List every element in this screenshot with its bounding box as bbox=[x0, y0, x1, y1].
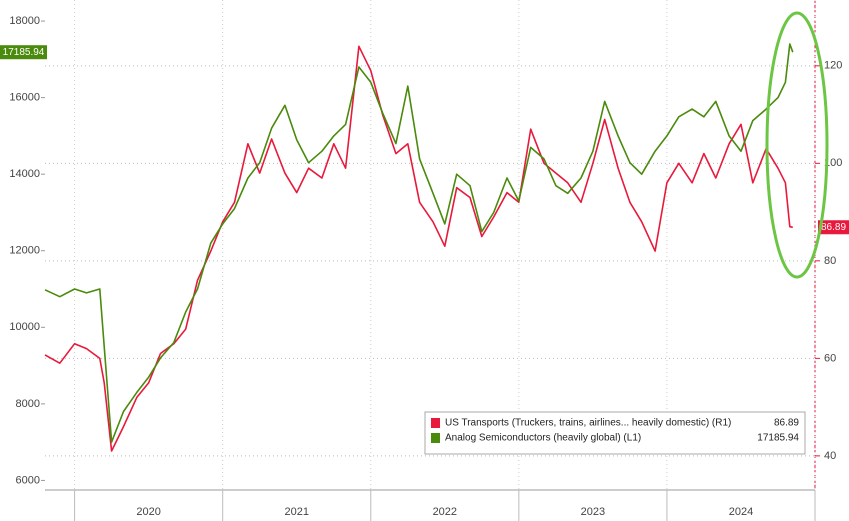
y-tick-label: 8000 bbox=[16, 398, 40, 410]
legend: US Transports (Truckers, trains, airline… bbox=[424, 411, 806, 455]
highlight-ellipse bbox=[765, 11, 829, 279]
legend-value: 17185.94 bbox=[757, 433, 799, 444]
series-line bbox=[44, 45, 793, 452]
y2-tick-label: 80 bbox=[824, 255, 836, 267]
y2-tick-label: 100 bbox=[824, 157, 842, 169]
x-tick-label: 2023 bbox=[581, 506, 605, 518]
y-tick-label: 6000 bbox=[16, 474, 40, 486]
x-tick-label: 2021 bbox=[284, 506, 308, 518]
last-value-badge bbox=[0, 45, 47, 60]
last-value-label: 86.89 bbox=[821, 222, 846, 233]
legend-label: Analog Semiconductors (heavily global) (… bbox=[445, 433, 641, 444]
legend-value: 86.89 bbox=[774, 418, 799, 429]
y-tick-label: 14000 bbox=[9, 168, 40, 180]
y-tick-label: 12000 bbox=[9, 245, 40, 257]
legend-label: US Transports (Truckers, trains, airline… bbox=[445, 418, 731, 429]
y2-tick-label: 40 bbox=[824, 450, 836, 462]
y-tick-label: 16000 bbox=[9, 92, 40, 104]
x-tick-label: 2024 bbox=[729, 506, 753, 518]
last-value-badge bbox=[818, 220, 849, 235]
y2-tick-label: 60 bbox=[824, 352, 836, 364]
legend-swatch bbox=[431, 418, 440, 428]
series-line bbox=[44, 43, 794, 443]
legend-box bbox=[424, 411, 806, 455]
y-tick-label: 18000 bbox=[9, 15, 40, 27]
x-tick-label: 2020 bbox=[136, 506, 160, 518]
y2-tick-label: 120 bbox=[824, 60, 842, 72]
x-tick-label: 2022 bbox=[433, 506, 457, 518]
legend-swatch bbox=[431, 433, 440, 443]
last-value-label: 17185.94 bbox=[3, 47, 45, 58]
y-tick-label: 10000 bbox=[9, 321, 40, 333]
